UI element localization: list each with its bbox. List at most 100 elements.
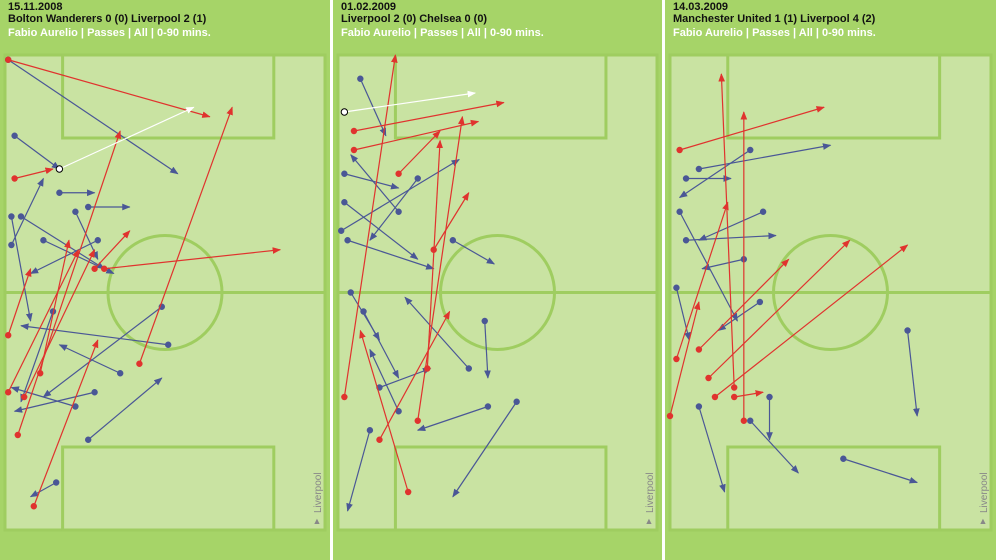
- pass: [23, 248, 96, 398]
- pass: [14, 135, 61, 170]
- pass: [906, 330, 920, 417]
- pass: [104, 247, 282, 270]
- team-label: Liverpool: [645, 472, 656, 513]
- pass: [675, 201, 729, 360]
- pass-origin: [449, 237, 457, 244]
- pass: [20, 311, 54, 403]
- pass-origin: [676, 208, 683, 215]
- pass-origin: [682, 175, 690, 182]
- pass-origin: [695, 346, 703, 353]
- pass-origin: [395, 170, 402, 177]
- pass: [138, 106, 233, 364]
- pass: [701, 258, 744, 271]
- pass: [39, 239, 71, 374]
- pass: [8, 59, 211, 118]
- pass-origin: [344, 237, 351, 244]
- pass-origin: [91, 389, 98, 396]
- pass: [58, 344, 121, 374]
- pass: [678, 149, 751, 198]
- pass: [29, 481, 57, 498]
- match-title: Manchester United 1 (1) Liverpool 4 (2): [673, 13, 876, 25]
- match-title: Bolton Wanderers 0 (0) Liverpool 2 (1): [8, 13, 207, 25]
- pass-origin: [85, 203, 92, 211]
- pass: [343, 54, 398, 398]
- pass-origin: [341, 170, 348, 177]
- pass-origin: [756, 298, 764, 306]
- pass-origin: [695, 165, 703, 173]
- pass: [426, 139, 444, 369]
- pass-origin: [91, 265, 98, 272]
- pass-origin: [424, 365, 431, 372]
- pass-origin: [695, 403, 703, 410]
- pass-origin: [705, 374, 712, 382]
- pass-origin: [14, 431, 21, 439]
- pass-origin: [85, 436, 92, 443]
- pass-origin: [395, 408, 402, 415]
- pass-origin: [513, 398, 520, 405]
- pass: [843, 458, 918, 484]
- pass-origin: [747, 417, 754, 424]
- pass: [452, 401, 518, 498]
- centre-circle: [772, 234, 889, 351]
- pass: [698, 211, 764, 241]
- pass: [10, 216, 33, 322]
- pass-origin: [55, 165, 64, 173]
- direction-arrow: ▲: [645, 516, 654, 526]
- pass-origin: [481, 317, 488, 325]
- pass-origin: [341, 393, 348, 401]
- pass: [398, 130, 441, 175]
- pass: [10, 386, 76, 408]
- pass-origin: [676, 146, 683, 154]
- pass-origin: [350, 146, 358, 154]
- pass: [416, 405, 489, 432]
- pass-origin: [395, 208, 402, 215]
- pass-origin: [340, 108, 349, 116]
- penalty-box-top: [726, 53, 942, 140]
- pass-origin: [711, 393, 719, 401]
- pass: [669, 301, 701, 417]
- team-label: Liverpool: [313, 472, 324, 513]
- pass: [359, 329, 409, 493]
- pass: [17, 130, 121, 436]
- pass: [87, 377, 163, 441]
- pass: [7, 267, 32, 336]
- pass-origin: [740, 417, 748, 424]
- pass: [353, 119, 480, 151]
- pass: [698, 406, 726, 493]
- pass-origin: [17, 213, 25, 220]
- pass: [13, 391, 95, 413]
- pass-origin: [366, 427, 374, 434]
- pass: [14, 167, 54, 180]
- pass: [718, 73, 735, 388]
- match-title: Liverpool 2 (0) Chelsea 0 (0): [341, 13, 487, 25]
- pass-origin: [759, 208, 767, 215]
- pass-origin: [731, 393, 738, 401]
- pass-origin: [165, 341, 172, 348]
- pass: [344, 90, 477, 113]
- pass: [698, 143, 832, 170]
- centre-circle: [439, 234, 556, 351]
- pass: [749, 420, 799, 474]
- match-date: 01.02.2009: [341, 1, 396, 13]
- pass-origin: [37, 370, 44, 377]
- pass: [10, 177, 44, 246]
- pass-origin: [465, 365, 472, 372]
- pass: [344, 201, 419, 260]
- pass: [369, 178, 419, 241]
- pass: [484, 320, 491, 379]
- pass-origin: [11, 175, 18, 182]
- penalty-box-bottom: [393, 445, 608, 532]
- pass-origin: [8, 213, 15, 220]
- pass-origin: [72, 208, 79, 215]
- pass: [7, 248, 80, 393]
- pass-origin: [72, 403, 79, 410]
- direction-arrow: ▲: [979, 516, 988, 526]
- pass-origin: [337, 227, 345, 234]
- pass: [433, 192, 470, 251]
- pass: [346, 430, 371, 512]
- pass: [369, 348, 400, 412]
